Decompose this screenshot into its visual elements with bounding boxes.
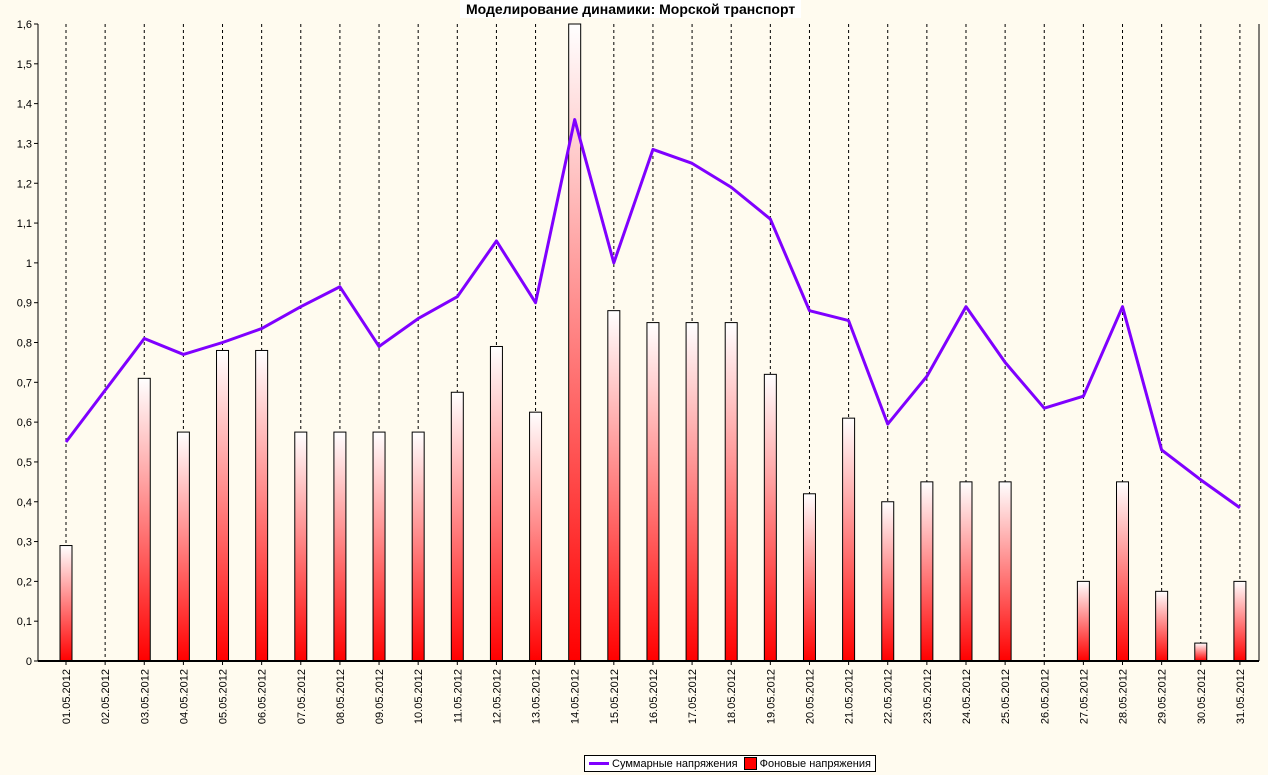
bar <box>842 417 856 662</box>
bar <box>333 431 347 662</box>
y-tick-label: 1 <box>26 258 32 270</box>
bar <box>1155 590 1169 662</box>
x-tick-label: 14.05.2012 <box>570 669 582 724</box>
x-tick-label: 20.05.2012 <box>804 669 816 724</box>
axis-layer: 0 0,1 0,2 0,3 0,4 0,5 0,6 0,7 0,8 0,9 1 1,1 1,2 1,3 1,… <box>17 19 1260 724</box>
y-tick-label: 1,4 <box>17 99 32 111</box>
x-tick-label: 01.05.2012 <box>61 669 73 724</box>
x-tick-label: 19.05.2012 <box>765 669 777 724</box>
x-tick-label: 12.05.2012 <box>491 669 503 724</box>
y-tick-label: 1,2 <box>17 178 32 190</box>
chart-legend: Суммарные напряжения Фоновые напряжения <box>584 755 876 772</box>
x-tick-label: 25.05.2012 <box>1000 669 1012 724</box>
y-tick-label: 1,5 <box>17 59 32 71</box>
y-tick-label: 0,4 <box>17 497 32 509</box>
legend-label-background: Фоновые напряжения <box>759 757 871 770</box>
x-tick-label: 08.05.2012 <box>335 669 347 724</box>
bar <box>137 377 151 662</box>
bar <box>607 310 621 662</box>
x-tick-label: 24.05.2012 <box>961 669 973 724</box>
legend-label-total: Суммарные напряжения <box>612 757 738 770</box>
bar <box>450 391 464 662</box>
bar <box>724 322 738 662</box>
x-tick-label: 28.05.2012 <box>1118 669 1130 724</box>
x-tick-label: 16.05.2012 <box>648 669 660 724</box>
y-tick-label: 1,3 <box>17 138 32 150</box>
x-tick-label: 18.05.2012 <box>726 669 738 724</box>
x-tick-label: 03.05.2012 <box>139 669 151 724</box>
x-tick-label: 21.05.2012 <box>844 669 856 724</box>
chart-title: Моделирование динамики: Морской транспор… <box>460 0 802 18</box>
y-tick-label: 0 <box>26 656 32 668</box>
bar <box>1233 580 1247 662</box>
line-layer <box>64 118 1241 509</box>
x-tick-label: 02.05.2012 <box>100 669 112 724</box>
y-tick-label: 0,2 <box>17 576 32 588</box>
bar <box>294 431 308 662</box>
bar <box>959 481 973 662</box>
series-line-total <box>64 118 1241 509</box>
bar <box>372 431 386 662</box>
bar <box>489 345 503 662</box>
x-tick-label: 11.05.2012 <box>452 669 464 723</box>
x-tick-label: 31.05.2012 <box>1235 669 1247 724</box>
x-tick-label: 27.05.2012 <box>1078 669 1090 724</box>
y-tick-label: 0,3 <box>17 537 32 549</box>
bar <box>1194 642 1208 662</box>
x-tick-label: 30.05.2012 <box>1196 669 1208 724</box>
y-tick-label: 0,1 <box>17 616 32 628</box>
bar <box>176 431 190 662</box>
bar <box>216 349 230 662</box>
y-tick-label: 0,9 <box>17 298 32 310</box>
y-tick-label: 0,7 <box>17 377 32 389</box>
x-tick-label: 17.05.2012 <box>687 669 699 724</box>
y-tick-label: 1,1 <box>17 218 32 230</box>
x-tick-label: 06.05.2012 <box>257 669 269 724</box>
x-tick-label: 05.05.2012 <box>218 669 230 724</box>
bar <box>802 493 816 662</box>
y-tick-label: 0,6 <box>17 417 32 429</box>
x-tick-label: 29.05.2012 <box>1157 669 1169 724</box>
bar <box>529 411 543 662</box>
bar <box>881 501 895 662</box>
x-tick-label: 10.05.2012 <box>413 669 425 724</box>
bar <box>255 349 269 662</box>
bar <box>1116 481 1130 662</box>
bar-layer <box>59 23 1247 662</box>
y-tick-label: 0,8 <box>17 338 32 350</box>
x-tick-label: 07.05.2012 <box>296 669 308 724</box>
y-tick-label: 0,5 <box>17 457 32 469</box>
y-tick-label: 1,6 <box>17 19 32 31</box>
x-tick-label: 04.05.2012 <box>178 669 190 724</box>
x-tick-label: 26.05.2012 <box>1039 669 1051 724</box>
bar <box>59 545 73 662</box>
bar <box>646 322 660 662</box>
x-tick-label: 23.05.2012 <box>922 669 934 724</box>
legend-bar-swatch <box>743 757 757 770</box>
x-tick-label: 22.05.2012 <box>883 669 895 724</box>
bar <box>763 373 777 662</box>
x-tick-label: 15.05.2012 <box>609 669 621 724</box>
bar <box>920 481 934 662</box>
bar <box>685 322 699 662</box>
bar <box>998 481 1012 662</box>
bar <box>1076 580 1090 662</box>
legend-line-swatch <box>589 762 609 765</box>
x-tick-label: 09.05.2012 <box>374 669 386 724</box>
x-tick-label: 13.05.2012 <box>531 669 543 724</box>
bar <box>411 431 425 662</box>
